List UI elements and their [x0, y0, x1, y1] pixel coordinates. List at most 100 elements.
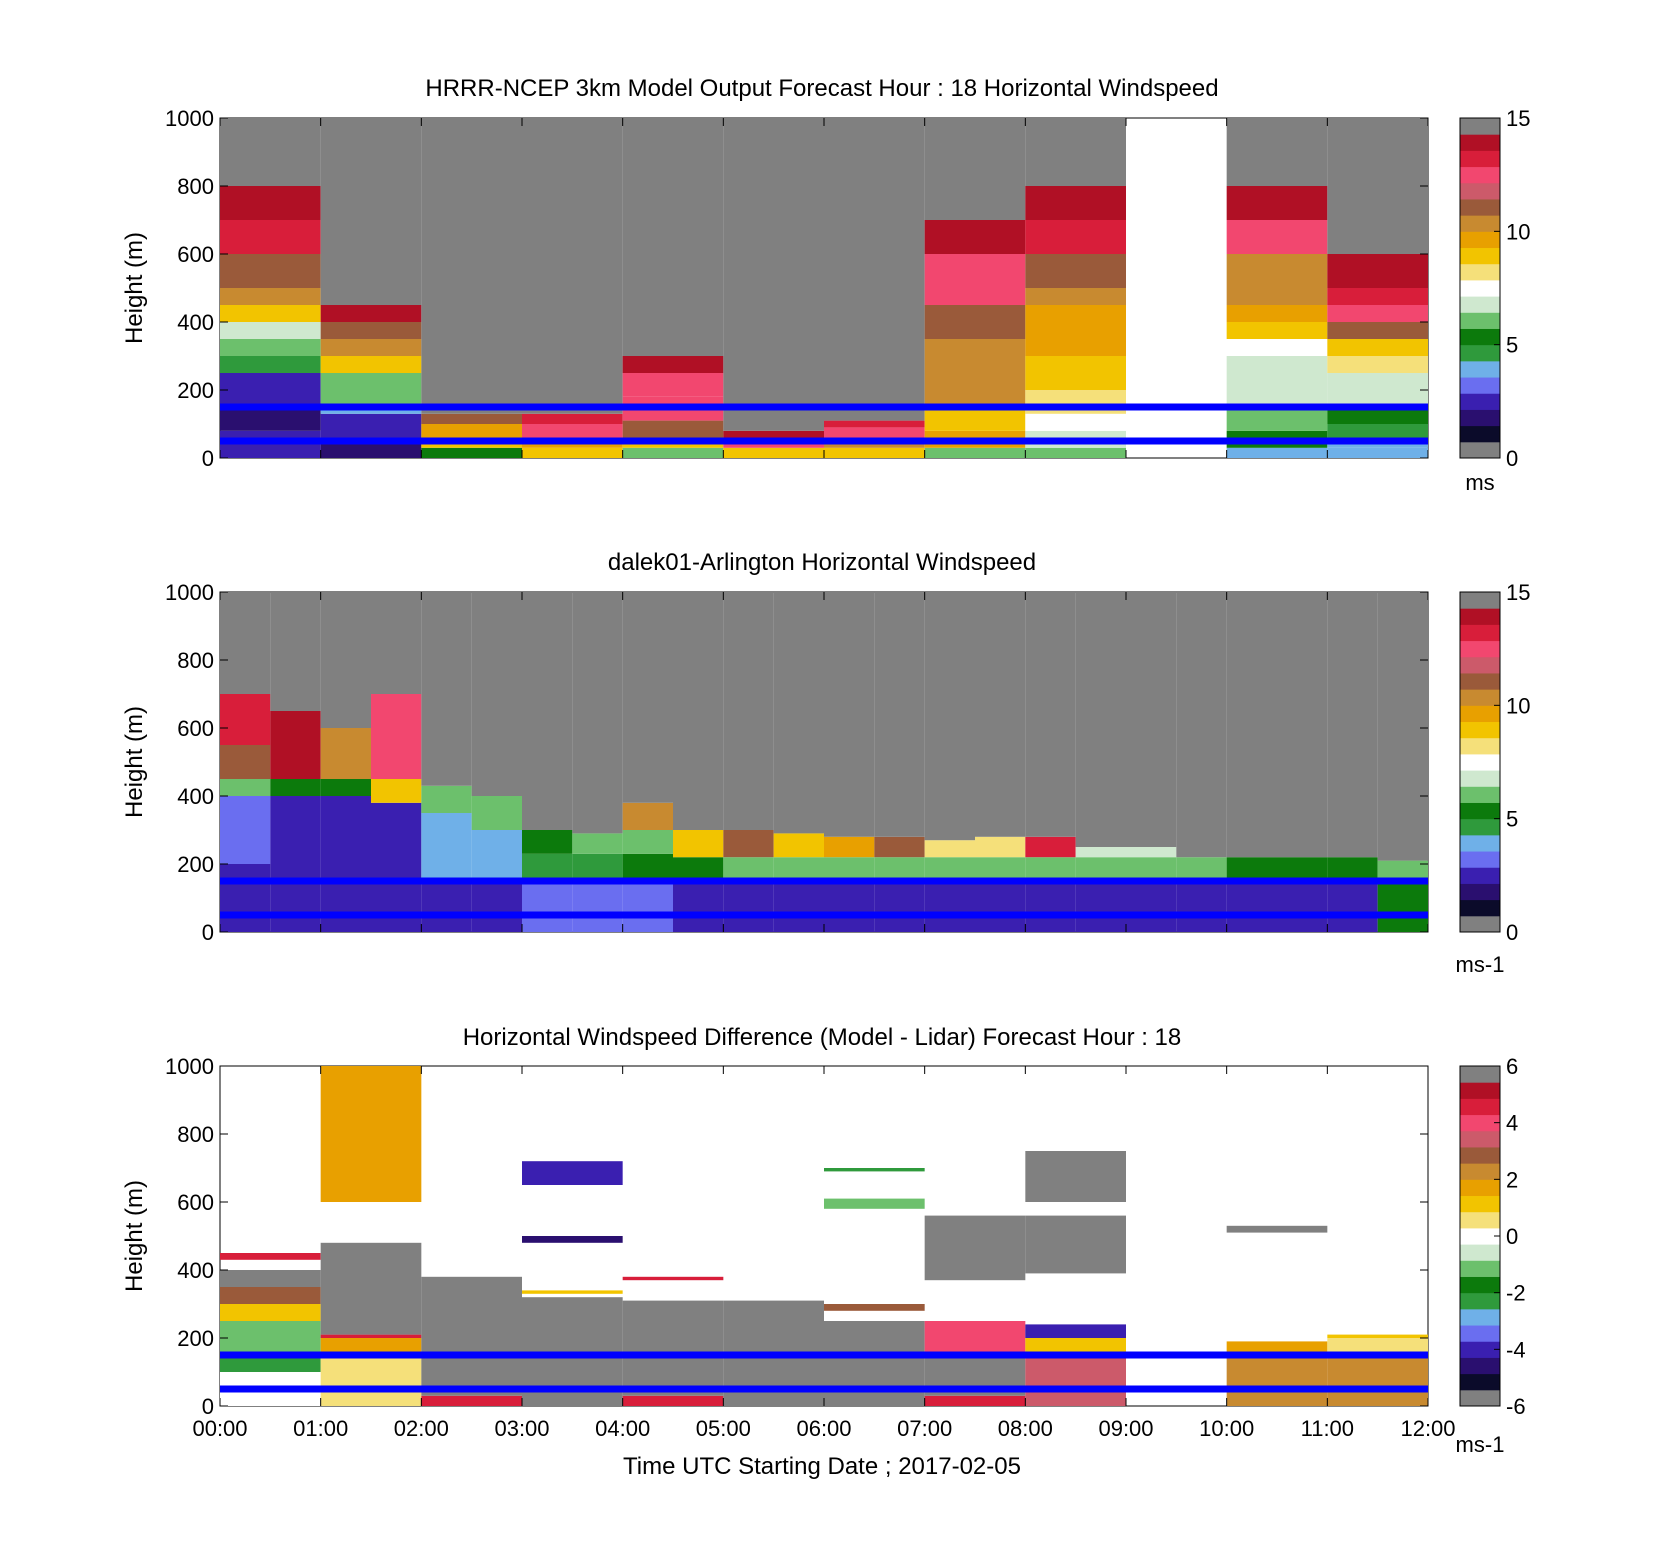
heatmap-cell [1327, 424, 1428, 438]
heatmap-cell [1226, 1225, 1328, 1233]
heatmap-cell [320, 118, 422, 305]
x-tick-label: 12:00 [1400, 1416, 1455, 1441]
colorbar-swatch [1460, 1146, 1500, 1164]
heatmap-cell [1226, 356, 1328, 390]
heatmap-cell [1025, 1215, 1126, 1274]
colorbar-tick-label: 0 [1506, 1224, 1518, 1249]
heatmap-cell [924, 1395, 1026, 1406]
heatmap-cell [522, 830, 573, 854]
heatmap-cell [723, 881, 774, 932]
colorbar-swatch [1460, 624, 1500, 642]
heatmap-cell [1226, 220, 1328, 254]
heatmap-cell [220, 1287, 321, 1304]
heatmap-cell [320, 1338, 422, 1355]
colorbar-swatch [1460, 1179, 1500, 1197]
heatmap-cell [773, 881, 824, 932]
heatmap-cell [270, 711, 321, 779]
shared-xlabel: Time UTC Starting Date ; 2017-02-05 [623, 1453, 1021, 1480]
colorbar-tick-label: 0 [1506, 920, 1518, 945]
heatmap-cell [924, 857, 975, 881]
model-panel: HRRR-NCEP 3km Model Output Forecast Hour… [121, 75, 1530, 495]
colorbar-tick-label: 10 [1506, 693, 1530, 718]
y-tick-label: 200 [177, 378, 214, 403]
heatmap-cell [1176, 592, 1227, 858]
heatmap-cell [1327, 288, 1428, 305]
x-tick-label: 11:00 [1301, 1416, 1354, 1441]
heatmap-cell [1025, 413, 1126, 431]
x-tick-label: 07:00 [897, 1416, 952, 1441]
heatmap-cell [622, 592, 673, 803]
colorbar-swatch [1460, 1357, 1500, 1375]
colorbar-swatch [1460, 1163, 1500, 1180]
heatmap-cell [924, 840, 975, 858]
heatmap-cell [924, 339, 1026, 407]
colorbar-swatch [1460, 1130, 1500, 1148]
colorbar-swatch [1460, 753, 1500, 771]
heatmap-cell [320, 305, 422, 322]
heatmap-cell [220, 390, 321, 407]
colorbar-frame [1459, 591, 1501, 933]
heatmap-cell [421, 785, 472, 813]
heatmap-cell [320, 881, 371, 932]
colorbar-tick-label: 0 [1506, 446, 1518, 471]
heatmap-cell [220, 186, 321, 220]
heatmap-cell [1226, 390, 1328, 407]
colorbar-swatch [1460, 899, 1500, 917]
heatmap-cell [1025, 220, 1126, 254]
heatmap-cell [421, 813, 472, 881]
heatmap-cell [1377, 881, 1428, 932]
lidar-colorbar-unit: ms-1 [1456, 952, 1505, 977]
colorbar-swatch [1460, 640, 1500, 658]
colorbar-swatch [1460, 1227, 1500, 1245]
heatmap-cell [1126, 847, 1177, 858]
heatmap-cell [220, 694, 271, 745]
y-tick-label: 0 [202, 446, 214, 471]
y-tick-label: 400 [177, 1258, 214, 1283]
colorbar-tick-label: 5 [1506, 333, 1518, 358]
colorbar-swatch [1460, 915, 1500, 933]
heatmap-cell [1226, 305, 1328, 322]
colorbar-swatch [1460, 770, 1500, 787]
heatmap-cell [1327, 390, 1428, 407]
colorbar-swatch [1460, 1373, 1500, 1391]
heatmap-cell [975, 881, 1026, 932]
heatmap-cell [320, 592, 371, 728]
heatmap-cell [220, 407, 321, 431]
difference-panel: Horizontal Windspeed Difference (Model -… [121, 1024, 1526, 1480]
heatmap-cell [824, 1304, 925, 1311]
heatmap-cell [320, 1242, 422, 1335]
heatmap-cell [572, 881, 623, 932]
colorbar-swatch [1460, 1082, 1500, 1099]
heatmap-cell [1226, 254, 1328, 288]
heatmap-cell [622, 447, 724, 458]
heatmap-cell [874, 592, 925, 837]
heatmap-cell [421, 118, 522, 414]
heatmap-cell [1025, 186, 1126, 220]
heatmap-cell [522, 1236, 623, 1243]
colorbar-swatch [1460, 802, 1500, 820]
colorbar-swatch [1460, 834, 1500, 852]
heatmap-cell [1075, 881, 1126, 932]
model-panel-title: HRRR-NCEP 3km Model Output Forecast Hour… [425, 75, 1218, 102]
heatmap-cell [975, 592, 1026, 837]
heatmap-cell [1377, 592, 1428, 861]
heatmap-cell [1126, 592, 1177, 847]
colorbar-swatch [1460, 1211, 1500, 1229]
heatmap-cell [1327, 254, 1428, 288]
colorbar-tick-label: -6 [1506, 1394, 1526, 1419]
heatmap-cell [723, 447, 824, 458]
colorbar-tick-label: -2 [1506, 1281, 1526, 1306]
heatmap-cell [522, 853, 573, 881]
heatmap-cell [1025, 356, 1126, 390]
heatmap-cell [220, 322, 321, 339]
colorbar-swatch [1460, 1098, 1500, 1116]
heatmap-cell [924, 305, 1026, 322]
heatmap-cell [723, 857, 774, 881]
heatmap-cell [622, 830, 673, 854]
heatmap-cell [320, 390, 422, 404]
heatmap-cell [471, 592, 522, 796]
heatmap-cell [1176, 881, 1227, 932]
heatmap-cell [220, 118, 321, 186]
lidar-panel-title: dalek01-Arlington Horizontal Windspeed [608, 549, 1036, 576]
heatmap-cell [220, 745, 271, 779]
